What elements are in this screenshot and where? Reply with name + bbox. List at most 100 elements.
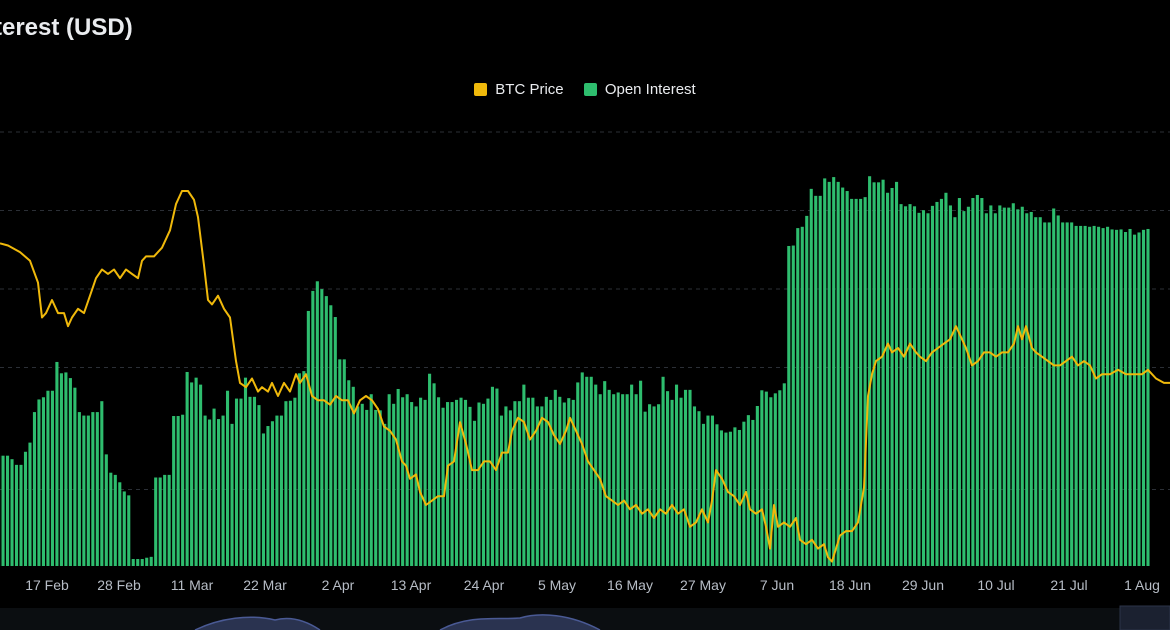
oi-bar-92 — [410, 402, 414, 566]
x-tick-label: 29 Jun — [902, 577, 944, 593]
oi-bar-142 — [634, 394, 638, 566]
oi-bar-205 — [917, 212, 921, 566]
oi-bar-24 — [104, 454, 108, 566]
oi-bar-78 — [347, 380, 351, 566]
oi-bar-71 — [315, 281, 319, 566]
oi-bar-9 — [37, 399, 41, 566]
oi-bar-230 — [1029, 211, 1033, 566]
oi-bar-124 — [553, 389, 557, 566]
oi-bar-215 — [962, 211, 966, 566]
oi-bar-147 — [657, 404, 661, 566]
oi-bar-179 — [800, 226, 804, 567]
x-tick-label: 13 Apr — [391, 577, 432, 593]
oi-bar-37 — [163, 474, 167, 566]
oi-bar-107 — [477, 402, 481, 566]
oi-bar-105 — [468, 406, 472, 566]
oi-bar-23 — [100, 401, 104, 566]
oi-bar-42 — [185, 371, 189, 566]
oi-bar-10 — [41, 397, 45, 566]
oi-bar-194 — [868, 176, 872, 566]
oi-bar-176 — [787, 245, 791, 567]
oi-bar-120 — [535, 406, 539, 566]
oi-bar-186 — [832, 177, 836, 566]
oi-bar-232 — [1038, 217, 1042, 566]
oi-bar-67 — [297, 373, 301, 566]
oi-bar-54 — [239, 398, 243, 566]
oi-bar-224 — [1002, 207, 1006, 567]
oi-bar-249 — [1115, 229, 1119, 566]
oi-bar-238 — [1065, 222, 1069, 566]
oi-bar-108 — [481, 403, 486, 566]
x-tick-label: 18 Jun — [829, 577, 871, 593]
oi-bar-49 — [217, 419, 221, 566]
oi-bar-2 — [5, 455, 10, 566]
oi-bar-212 — [948, 205, 952, 566]
oi-bar-136 — [607, 389, 611, 566]
legend[interactable]: BTC Price Open Interest — [0, 81, 1170, 100]
oi-bar-237 — [1061, 222, 1065, 566]
oi-bar-190 — [850, 198, 854, 566]
oi-bar-116 — [517, 401, 521, 566]
btc-price-path — [0, 190, 1170, 563]
x-tick-label: 16 May — [607, 577, 653, 593]
oi-bar-30 — [131, 559, 135, 566]
oi-bar-95 — [423, 399, 427, 566]
oi-bar-5 — [19, 464, 23, 566]
oi-bar-216 — [966, 206, 970, 567]
oi-bar-135 — [603, 381, 607, 566]
oi-bar-109 — [486, 398, 490, 566]
oi-bar-157 — [701, 423, 706, 566]
oi-bar-112 — [499, 415, 503, 566]
oi-bar-40 — [176, 416, 180, 566]
oi-bar-70 — [311, 290, 315, 566]
oi-bar-244 — [1092, 225, 1096, 567]
chart-title: terest (USD) — [0, 14, 133, 41]
oi-bar-178 — [796, 228, 800, 566]
oi-bar-102 — [454, 399, 459, 566]
oi-bar-225 — [1007, 207, 1011, 567]
oi-bar-110 — [490, 386, 494, 566]
x-tick-label: 11 Mar — [171, 577, 214, 593]
oi-bar-7 — [28, 442, 32, 566]
legend-item-open-interest[interactable]: Open Interest — [583, 81, 696, 98]
oi-bar-59 — [261, 433, 266, 566]
oi-bar-80 — [356, 406, 360, 566]
oi-bar-192 — [859, 198, 863, 566]
oi-bar-84 — [374, 409, 378, 566]
oi-bar-163 — [728, 431, 732, 566]
oi-bar-233 — [1043, 222, 1047, 566]
legend-item-btc-price[interactable]: BTC Price — [474, 81, 564, 98]
oi-bar-56 — [248, 396, 252, 566]
oi-bar-204 — [912, 206, 917, 567]
oi-bar-180 — [805, 215, 809, 566]
oi-bar-221 — [989, 205, 993, 566]
oi-bar-25 — [109, 472, 113, 566]
oi-bar-167 — [746, 415, 750, 566]
oi-bar-62 — [275, 415, 279, 566]
oi-bar-245 — [1097, 226, 1101, 567]
oi-bar-239 — [1070, 222, 1074, 566]
oi-bar-197 — [881, 179, 885, 566]
oi-bar-162 — [724, 432, 728, 566]
oi-bar-146 — [652, 406, 656, 566]
oi-bar-210 — [939, 198, 943, 566]
oi-bar-97 — [432, 383, 436, 566]
oi-bar-220 — [984, 213, 988, 566]
oi-bar-214 — [957, 198, 961, 566]
oi-bar-14 — [59, 373, 63, 566]
oi-bar-53 — [234, 398, 239, 566]
oi-bar-66 — [293, 397, 297, 566]
range-navigator — [0, 605, 1170, 630]
oi-bar-127 — [567, 398, 571, 566]
oi-bar-248 — [1110, 229, 1114, 566]
oi-bar-20 — [86, 415, 90, 566]
oi-bar-160 — [715, 424, 719, 566]
oi-bar-38 — [167, 474, 171, 566]
oi-bar-13 — [55, 361, 59, 566]
oi-bar-81 — [360, 403, 364, 566]
oi-bar-161 — [719, 430, 723, 566]
oi-bar-57 — [252, 396, 257, 566]
oi-bar-52 — [230, 423, 234, 566]
oi-bar-89 — [396, 388, 400, 566]
